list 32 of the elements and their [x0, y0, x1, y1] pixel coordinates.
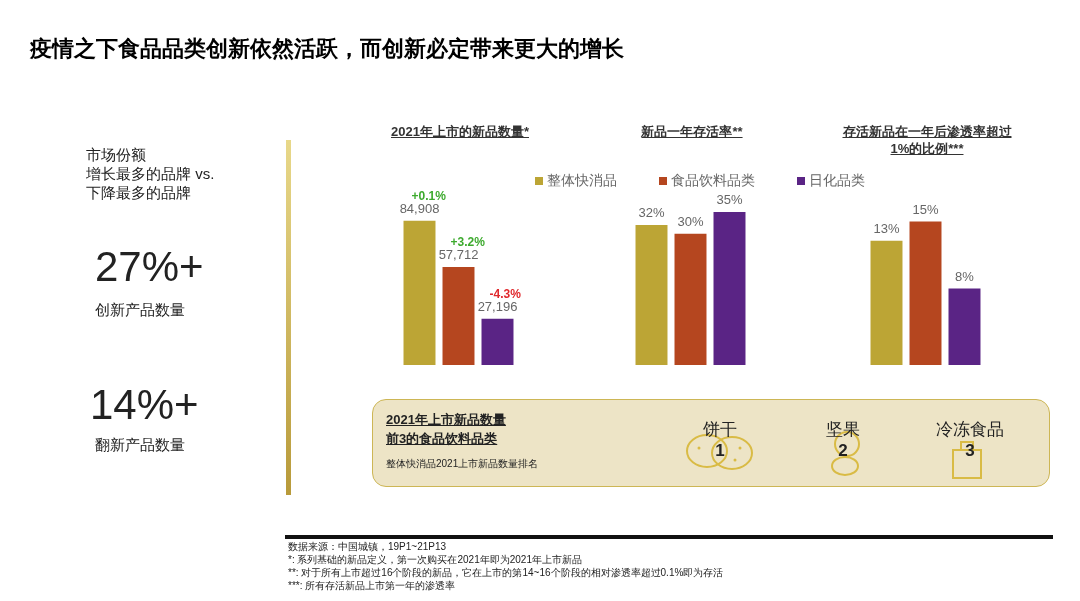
data-label: 84,908: [399, 200, 440, 216]
chart-title: 2021年上市的新品数量*: [390, 124, 530, 141]
text: 14%+: [90, 381, 199, 430]
source-note: 数据来源：中国城镇，19P1~21P13: [288, 541, 447, 553]
text: 27%+: [95, 243, 204, 292]
text: +0.1%: [411, 188, 447, 203]
legend-label: 日化品类: [809, 172, 865, 190]
text: 创新产品数量: [95, 301, 185, 319]
chart-title: 新品一年存活率**: [640, 124, 744, 141]
data-label: 15%: [912, 201, 939, 217]
data-label: 35%: [716, 192, 743, 208]
data-label: 8%: [955, 268, 975, 284]
text: 翻新产品数量: [95, 436, 185, 454]
text: 增长最多的品牌 vs.: [86, 165, 215, 183]
text: 疫情之下食品品类创新依然活跃，而创新必定带来更大的增长: [30, 35, 624, 63]
legend-label: 食品饮料品类: [671, 172, 755, 190]
text: 整体快消品2021上市新品数量排名: [386, 458, 539, 470]
text: **: 对于所有上市超过16个阶段的新品，它在上市的第14~16个阶段的相对渗透率超过0.1%即为存活: [288, 567, 724, 579]
text: 饼干: [702, 420, 738, 440]
text: *: 系列基础的新品定义，第一次购买在2021年即为2021年上市新品: [288, 554, 582, 566]
data-label: 32%: [638, 205, 665, 221]
data-label: 30%: [677, 213, 704, 229]
text: 前3的食品饮料品类: [386, 431, 498, 447]
text: 冷冻食品: [935, 420, 1005, 440]
text: ***: 所有存活新品上市第一年的渗透率: [288, 580, 456, 592]
text: 市场份额: [86, 146, 146, 164]
text: 下降最多的品牌: [86, 184, 191, 202]
legend-label: 整体快消品: [547, 172, 617, 190]
data-label: 13%: [873, 220, 900, 236]
text: 2021年上市新品数量: [386, 412, 506, 428]
text: 1: [714, 441, 726, 461]
chart-title: 存活新品在一年后渗透率超过 1%的比例***: [841, 124, 1013, 158]
